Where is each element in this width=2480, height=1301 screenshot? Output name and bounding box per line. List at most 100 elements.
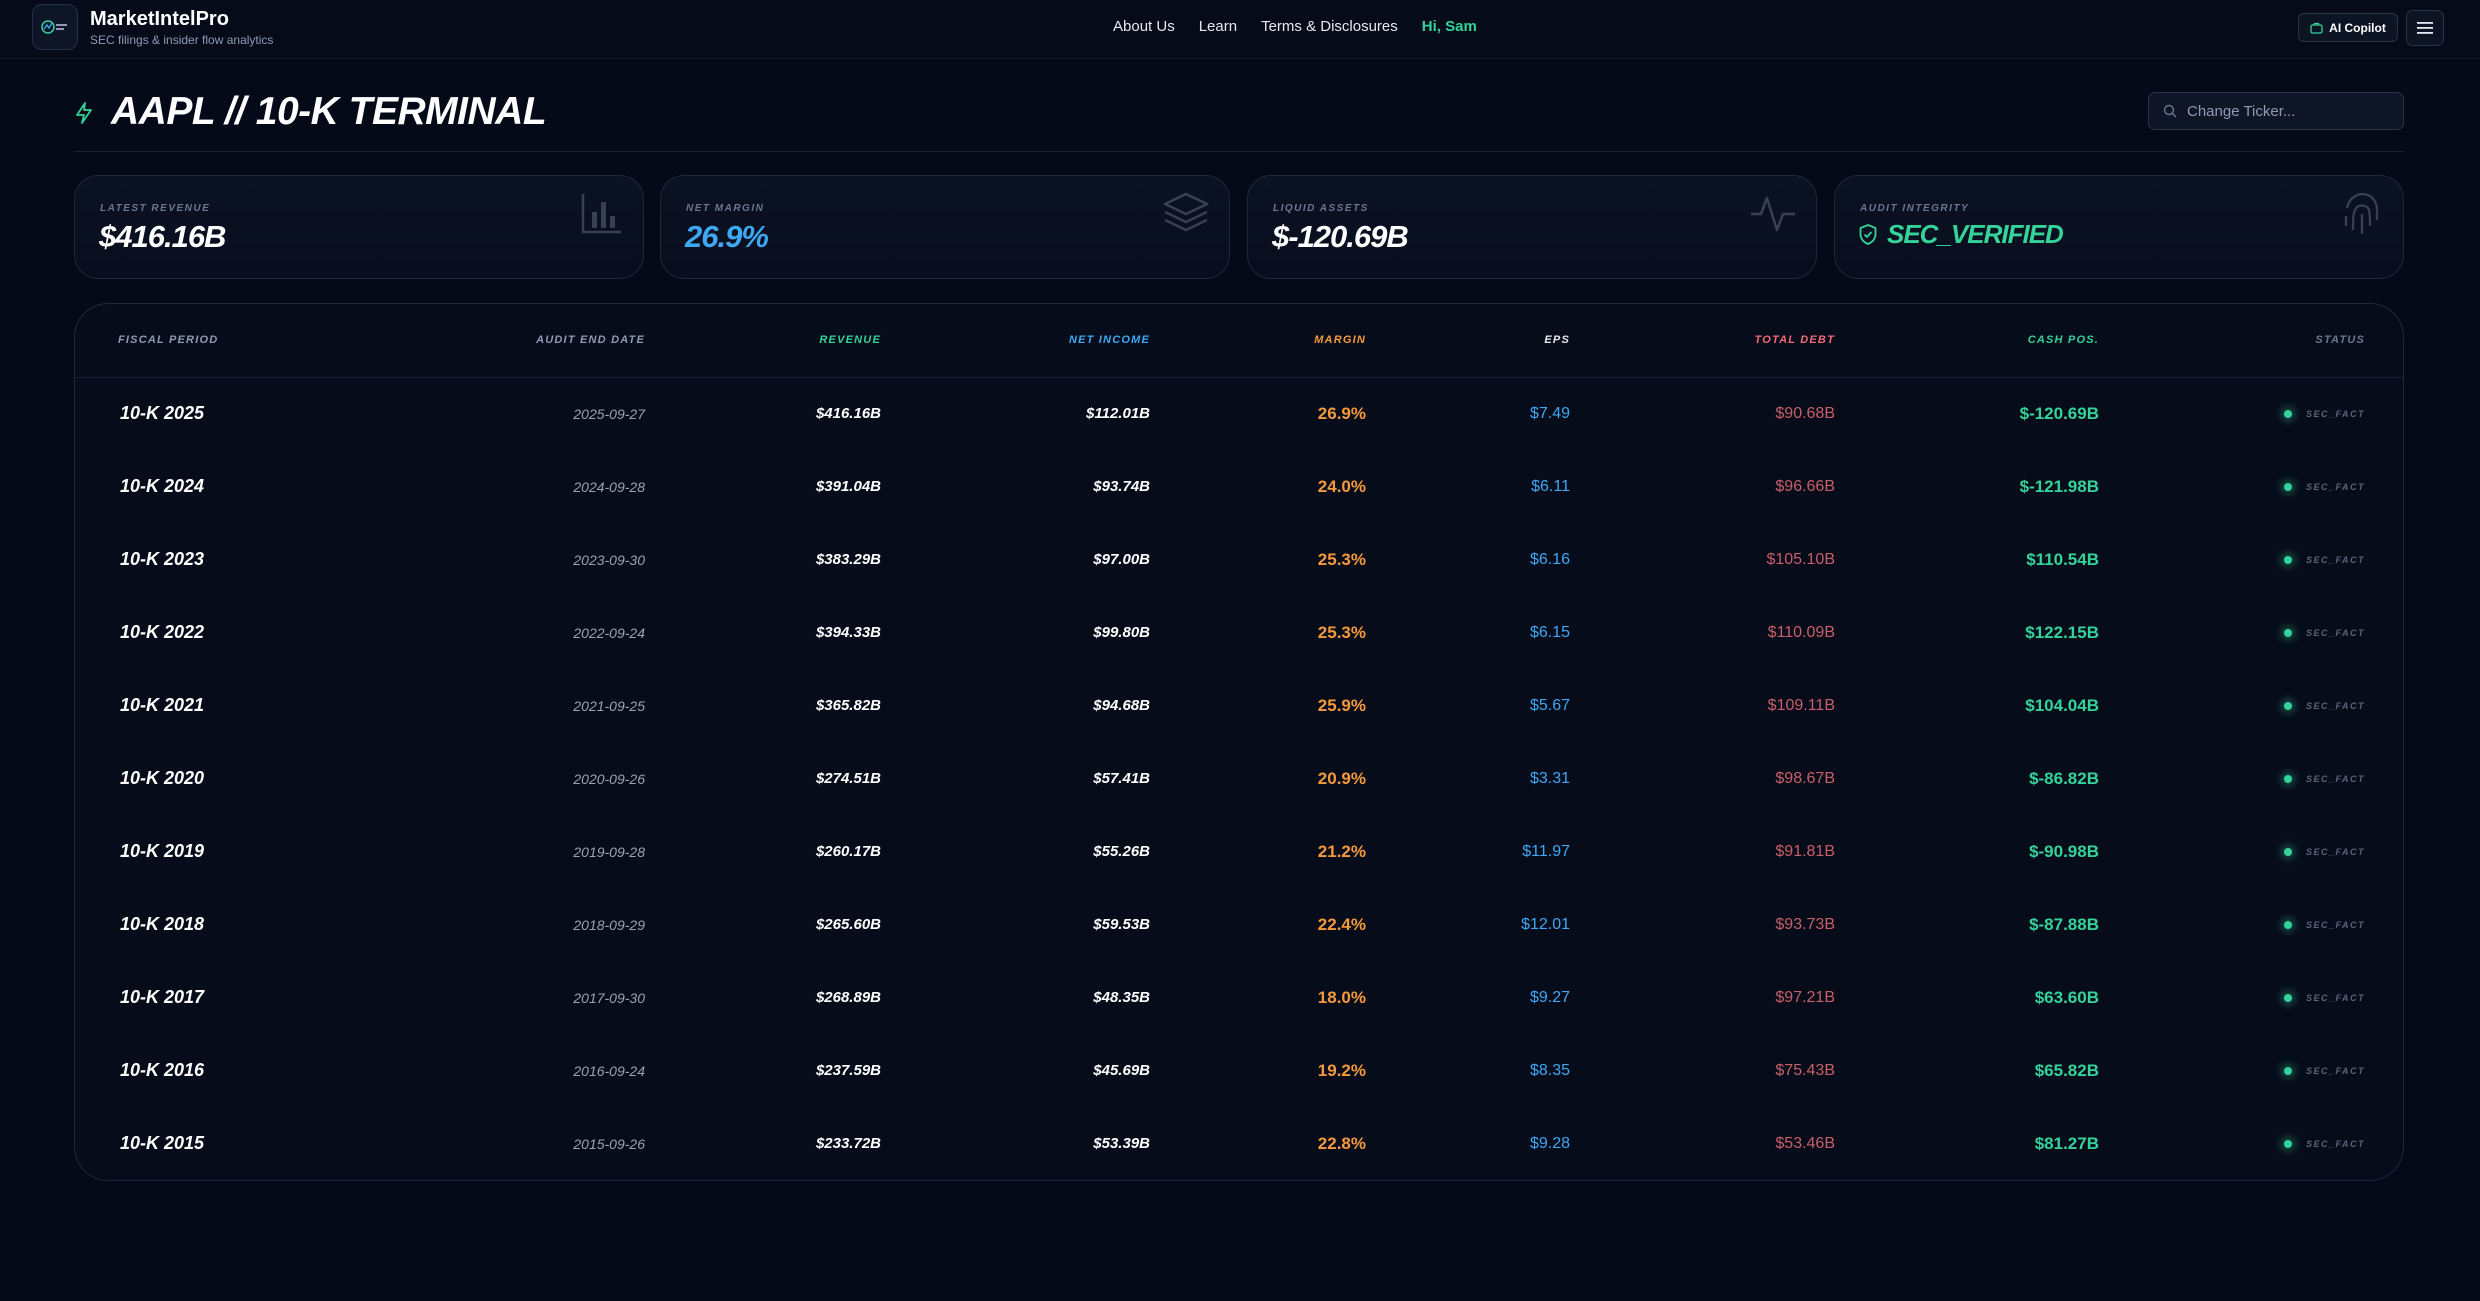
eps-cell: $8.35 [1529, 1061, 1570, 1079]
net-income-cell: $99.80B [1093, 624, 1150, 641]
column-header-revenue[interactable]: REVENUE [819, 334, 881, 347]
fiscal-period-cell: 10-K 2015 [120, 1133, 205, 1153]
status-cell: SEC_FACT [2099, 961, 2403, 1034]
table-row[interactable]: 10-K 2019 2019-09-28 $260.17B $55.26B 21.2% $… [75, 815, 2403, 888]
stat-card-label: LATEST REVENUE [100, 203, 211, 214]
table-row[interactable]: 10-K 2015 2015-09-26 $233.72B $53.39B 22.8% $… [75, 1107, 2403, 1180]
table-row[interactable]: 10-K 2016 2016-09-24 $237.59B $45.69B 19.2% $… [75, 1034, 2403, 1107]
fiscal-period-cell: 10-K 2024 [120, 476, 205, 496]
nav-link-terms[interactable]: Terms & Disclosures [1261, 18, 1398, 35]
brand-name: MarketIntelPro [90, 7, 229, 30]
audit-end-date-cell: 2022-09-24 [573, 624, 645, 641]
column-header-margin[interactable]: MARGIN [1314, 334, 1366, 347]
table-row[interactable]: 10-K 2021 2021-09-25 $365.82B $94.68B 25.9% $… [75, 669, 2403, 742]
status-badge: SEC_FACT [2283, 920, 2365, 930]
filings-table-panel: FISCAL PERIOD AUDIT END DATE REVENUE NET… [74, 303, 2404, 1181]
net-income-cell: $45.69B [1093, 1062, 1150, 1079]
nav-link-learn[interactable]: Learn [1198, 18, 1238, 35]
column-header-total-debt[interactable]: TOTAL DEBT [1754, 334, 1835, 347]
status-text: SEC_FACT [2305, 627, 2365, 638]
cash-position-cell: $-121.98B [2019, 476, 2099, 496]
table-row[interactable]: 10-K 2022 2022-09-24 $394.33B $99.80B 25.3% $… [75, 596, 2403, 669]
ai-copilot-label: AI Copilot [2329, 20, 2386, 35]
stat-card-latest-revenue: LATEST REVENUE $416.16B [74, 175, 644, 279]
search-icon [2163, 104, 2177, 118]
fiscal-period-cell: 10-K 2016 [120, 1060, 205, 1080]
status-cell: SEC_FACT [2099, 669, 2403, 742]
audit-end-date-cell: 2019-09-28 [573, 843, 645, 860]
audit-end-date-cell: 2018-09-29 [573, 916, 645, 933]
total-debt-cell: $90.68B [1775, 404, 1835, 422]
status-dot-icon [2283, 920, 2292, 929]
margin-cell: 18.0% [1317, 987, 1366, 1007]
table-row[interactable]: 10-K 2025 2025-09-27 $416.16B $112.01B 26.9%… [75, 377, 2403, 450]
status-text: SEC_FACT [2305, 992, 2365, 1003]
eps-cell: $11.97 [1522, 842, 1570, 860]
column-header-net-income[interactable]: NET INCOME [1068, 334, 1150, 347]
column-header-cash-position[interactable]: CASH POS. [2027, 334, 2099, 347]
revenue-cell: $394.33B [815, 624, 881, 641]
cash-position-cell: $-120.69B [2019, 403, 2099, 423]
table-row[interactable]: 10-K 2023 2023-09-30 $383.29B $97.00B 25.3% $… [75, 523, 2403, 596]
status-text: SEC_FACT [2305, 846, 2365, 857]
status-badge: SEC_FACT [2283, 774, 2365, 784]
user-greeting[interactable]: Hi, Sam [1421, 18, 1477, 35]
cash-position-cell: $122.15B [2025, 622, 2099, 642]
ai-copilot-button[interactable]: AI Copilot [2298, 13, 2398, 42]
column-header-eps[interactable]: EPS [1544, 334, 1570, 347]
total-debt-cell: $98.67B [1775, 769, 1835, 787]
column-header-status[interactable]: STATUS [2315, 334, 2365, 347]
status-text: SEC_FACT [2305, 1065, 2365, 1076]
revenue-cell: $416.16B [815, 405, 881, 423]
fiscal-period-cell: 10-K 2025 [120, 403, 205, 424]
fiscal-period-cell: 10-K 2022 [120, 622, 205, 642]
audit-end-date-cell: 2024-09-28 [573, 478, 645, 495]
table-row[interactable]: 10-K 2020 2020-09-26 $274.51B $57.41B 20.9% $… [75, 742, 2403, 815]
table-row[interactable]: 10-K 2018 2018-09-29 $265.60B $59.53B 22.4% $… [75, 888, 2403, 961]
status-badge: SEC_FACT [2283, 992, 2365, 1003]
ticker-search-input[interactable] [2187, 102, 2387, 120]
cash-position-cell: $-86.82B [2029, 768, 2099, 788]
column-header-fiscal-period[interactable]: FISCAL PERIOD [118, 334, 219, 347]
stat-card-label: AUDIT INTEGRITY [1860, 203, 1970, 214]
brand-logo-icon [32, 4, 78, 50]
top-navbar: MarketIntelPro SEC filings & insider flo… [0, 0, 2480, 59]
eps-cell: $5.67 [1529, 696, 1570, 714]
stat-card-value: $-120.69B [1272, 219, 1409, 254]
status-badge: SEC_FACT [2283, 846, 2365, 857]
stat-card-audit-integrity: AUDIT INTEGRITY SEC_VERIFIED [1834, 175, 2404, 279]
brand[interactable]: MarketIntelPro SEC filings & insider flo… [32, 4, 273, 50]
ticker-search-box[interactable] [2148, 92, 2404, 130]
eps-cell: $9.27 [1529, 988, 1570, 1006]
audit-end-date-cell: 2021-09-25 [573, 697, 645, 714]
nav-link-about[interactable]: About Us [1113, 18, 1175, 35]
table-header-row: FISCAL PERIOD AUDIT END DATE REVENUE NET… [75, 304, 2403, 377]
eps-cell: $12.01 [1521, 915, 1570, 933]
total-debt-cell: $96.66B [1775, 477, 1835, 495]
eps-cell: $7.49 [1529, 404, 1570, 422]
table-row[interactable]: 10-K 2017 2017-09-30 $268.89B $48.35B 18.0% $… [75, 961, 2403, 1034]
audit-end-date-cell: 2015-09-26 [573, 1135, 645, 1152]
activity-pulse-icon [1751, 196, 1795, 232]
stat-card-label: LIQUID ASSETS [1273, 203, 1369, 214]
status-dot-icon [2283, 1066, 2292, 1075]
revenue-cell: $365.82B [815, 697, 881, 714]
status-badge: SEC_FACT [2283, 555, 2365, 565]
status-text: SEC_FACT [2305, 481, 2365, 492]
hamburger-menu-button[interactable] [2406, 10, 2444, 46]
shield-check-icon [1859, 224, 1877, 245]
cash-position-cell: $81.27B [2034, 1133, 2099, 1153]
fiscal-period-cell: 10-K 2017 [120, 987, 205, 1007]
total-debt-cell: $53.46B [1775, 1134, 1835, 1152]
total-debt-cell: $75.43B [1775, 1061, 1835, 1079]
fiscal-period-cell: 10-K 2021 [120, 695, 205, 715]
margin-cell: 22.4% [1317, 914, 1366, 934]
table-row[interactable]: 10-K 2024 2024-09-28 $391.04B $93.74B 24.0% $… [75, 450, 2403, 523]
status-dot-icon [2283, 1139, 2292, 1148]
net-income-cell: $57.41B [1093, 770, 1150, 787]
status-badge: SEC_FACT [2283, 1065, 2365, 1076]
revenue-cell: $233.72B [815, 1135, 881, 1152]
revenue-cell: $265.60B [815, 916, 881, 933]
column-header-audit-end-date[interactable]: AUDIT END DATE [536, 334, 645, 347]
status-text: SEC_FACT [2305, 1138, 2365, 1149]
